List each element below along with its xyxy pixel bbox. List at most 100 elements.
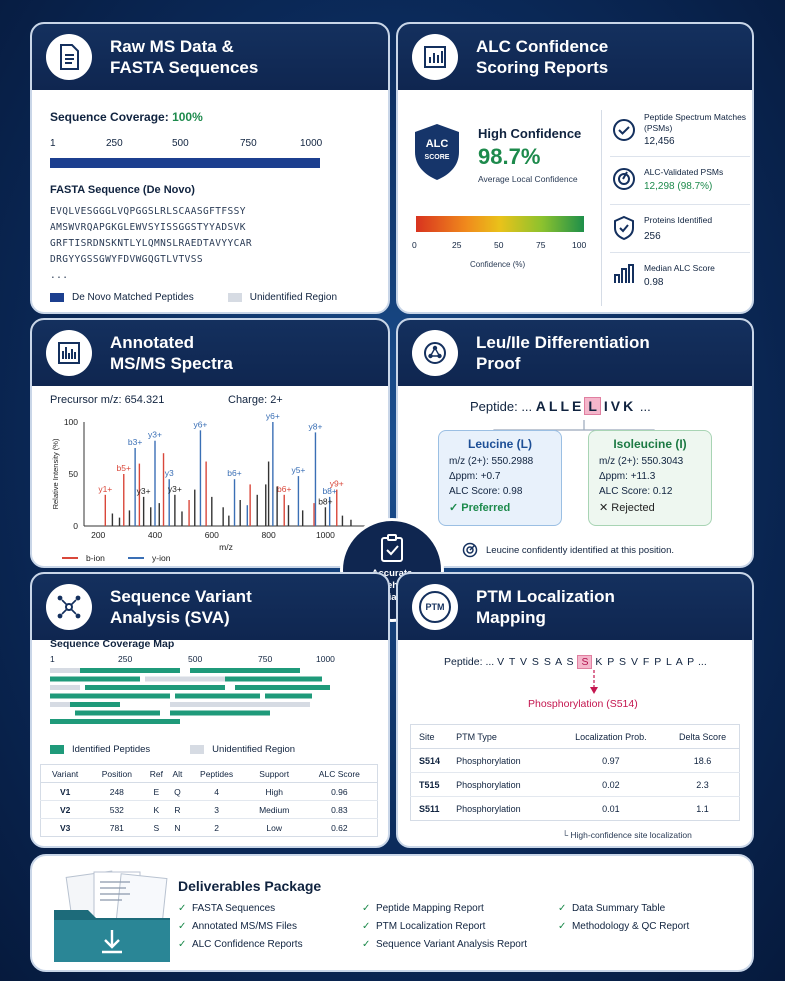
coverage-map (50, 668, 330, 724)
y-tick-label: 100 (64, 417, 78, 427)
peptide-segment (145, 676, 225, 682)
peptide-highlight-residue: L (584, 397, 601, 415)
title-line: Mapping (476, 608, 546, 627)
table-cell: S514 (419, 755, 441, 766)
verdict-text: Rejected (611, 502, 655, 514)
site-arrow (590, 670, 598, 694)
isoleucine-verdict: ✕ Rejected (589, 501, 711, 514)
table-cell: 2 (214, 822, 219, 833)
folder-icon (48, 870, 178, 966)
fasta-line: EVQLVESGGGLVQPGGSLRLSCAASGFTFSSY (50, 206, 246, 217)
fasta-line: ... (50, 270, 69, 281)
check-icon: ✓ (362, 903, 371, 914)
sva-legend: Identified Peptides Unidentified Region (50, 744, 295, 755)
column-header: Localization Prob. (575, 731, 647, 742)
deliverables-title: Deliverables Package (178, 878, 322, 894)
check-circle-icon (613, 119, 635, 141)
stat-value: 12,456 (644, 136, 675, 147)
peptide-segment (265, 693, 312, 699)
target-check-icon (613, 168, 635, 190)
column-header: Position (101, 768, 132, 779)
peak-label: b3+ (128, 437, 142, 447)
stat-label: ALC-Validated PSMs (644, 167, 724, 177)
peptide-segment (235, 685, 330, 690)
peptide-segment (75, 710, 160, 716)
table-cell: Phosphorylation (456, 755, 521, 766)
peak-label: y6+ (266, 411, 280, 421)
table-cell: Phosphorylation (456, 803, 521, 814)
table-cell: V3 (59, 822, 71, 833)
badge-text: SCORE (424, 154, 450, 161)
tick-label: 250 (106, 138, 123, 149)
table-cell: Low (266, 822, 282, 833)
isoleucine-title: Isoleucine (I) (613, 437, 687, 451)
column-header: Delta Score (679, 731, 727, 742)
tick-label: 1 (50, 138, 56, 149)
table-cell: 0.62 (331, 822, 348, 833)
table-row: V3 781 S N 2 Low 0.62 (41, 819, 378, 837)
center-text: Comprehensive (356, 580, 428, 591)
tick-label: 100 (572, 240, 587, 250)
coverage-value: 100% (172, 110, 203, 124)
fasta-line: AMSWVRQAPGKGLEWVSYISSGGSTYYADSVK (50, 222, 246, 233)
isoleucine-mz: m/z (2+): 550.3043 (599, 456, 684, 467)
bar-report-icon (412, 34, 458, 80)
cross-icon: ✕ (599, 502, 609, 514)
peak-label: y3+ (168, 484, 182, 494)
footnote-text: High-confidence site localization (570, 830, 692, 840)
spectrum-chart: 0 50 100 200 400 600 800 1000 m/z Relative Intens… (51, 411, 368, 563)
peptide-segment (50, 702, 70, 707)
peptide-segment (190, 668, 300, 673)
confidence-scale-label: Confidence (%) (470, 260, 526, 269)
ptm-badge-icon: PTM (412, 584, 458, 630)
divider (601, 110, 602, 306)
peptide-suffix: ... (698, 656, 707, 668)
charge-label: Charge: 2+ (228, 394, 283, 406)
tick-label: 1000 (300, 138, 323, 149)
peptide-suffix: ... (639, 399, 651, 414)
peak-label: b6+ (277, 484, 291, 494)
stat-label: Proteins Identified (644, 215, 713, 225)
peak-label: b5+ (117, 463, 131, 473)
leucine-verdict: ✓ Preferred (439, 501, 561, 514)
deliverables-col-2: ✓ Peptide Mapping Report ✓ PTM Localizat… (362, 900, 527, 954)
coverage-map-title: Sequence Coverage Map (50, 638, 175, 650)
table-row: V2 532 K R 3 Medium 0.83 (40, 801, 378, 819)
tick-label: 0 (412, 240, 417, 250)
table-cell: V2 (59, 804, 71, 815)
peptide-prefix: Peptide: ... (470, 399, 533, 414)
stat-value: 0.98 (644, 277, 664, 288)
ptm-header: PTM PTM Localization Mapping (398, 574, 752, 640)
column-header: Ref (149, 768, 163, 779)
variant-table: Variant Position Ref Alt Peptides Suppor… (40, 764, 378, 837)
peak-label: y3+ (148, 430, 162, 440)
stat-item: Peptide Spectrum Matches (PSMs) 12,456 (610, 110, 750, 157)
table-cell: 0.01 (602, 803, 620, 814)
leucine-mz: m/z (2+): 550.2988 (449, 456, 534, 467)
peptide-segment (50, 685, 80, 690)
x-axis-label: m/z (219, 542, 233, 552)
leu-ile-card: Leu/Ile Differentiation Proof Peptide: .… (396, 318, 754, 568)
peptide-residues: IVK (603, 398, 637, 414)
deliverable-item: ✓ Annotated MS/MS Files (178, 918, 303, 936)
column-header: ALC Score (318, 768, 360, 779)
peptide-residues: K P S V F P L A P (595, 656, 696, 668)
peptide-segment (80, 668, 180, 673)
leucine-box: Leucine (L) m/z (2+): 550.2988 Δppm: +0.… (438, 430, 562, 526)
coverage-label: Sequence Coverage: 100% (50, 110, 203, 124)
title-line: PTM Localization (476, 587, 615, 606)
table-cell: 532 (109, 804, 124, 815)
ptm-footnote: └ High-confidence site localization (562, 830, 692, 840)
deliverables-col-1: ✓ FASTA Sequences ✓ Annotated MS/MS File… (178, 900, 303, 954)
peak-label: b8+ (322, 486, 336, 496)
tick-label: 75 (536, 240, 546, 250)
deliverable-label: Data Summary Table (571, 903, 666, 914)
legend-y-ion-label: y-ion (152, 553, 171, 563)
peak-label: y3+ (137, 486, 151, 496)
table-header-row: Variant Position Ref Alt Peptides Suppor… (40, 765, 378, 783)
deliverable-label: Peptide Mapping Report (375, 903, 484, 914)
column-header: Alt (172, 768, 183, 779)
title-line: FASTA Sequences (110, 58, 259, 77)
isoleucine-alc: ALC Score: 0.12 (599, 486, 673, 497)
fasta-line: GRFTISRDNSKNTLYLQMNSLRAEDTAVYYCAR (50, 238, 252, 249)
